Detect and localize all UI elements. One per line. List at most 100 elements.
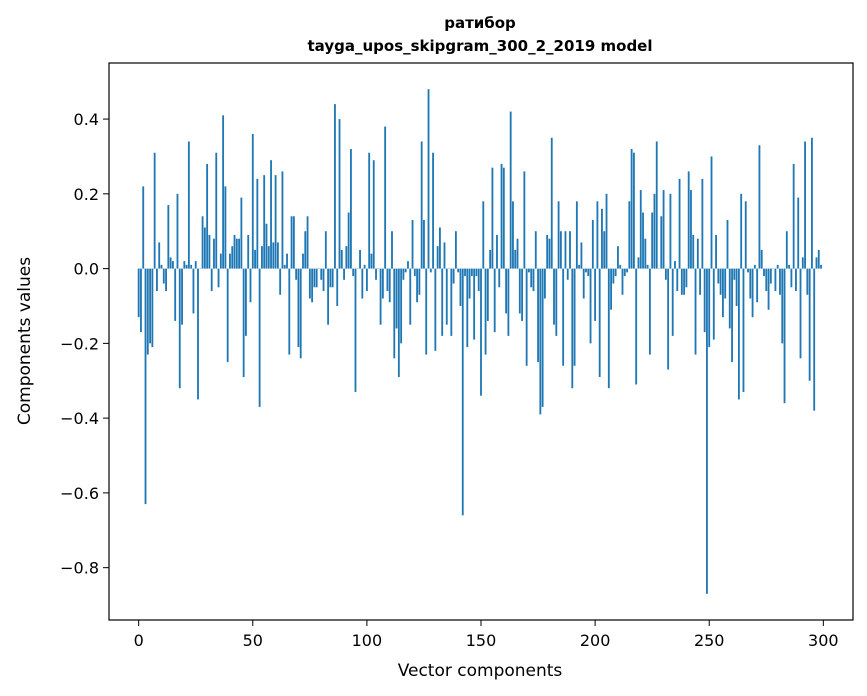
bar-209: [614, 268, 617, 277]
bar-59: [272, 242, 275, 269]
x-axis-ticks: 0 50 100 150 200 250 300: [134, 620, 839, 650]
bar-138: [452, 268, 455, 284]
bar-274: [763, 268, 765, 277]
bar-271: [756, 268, 759, 303]
bar-83: [327, 268, 330, 325]
bar-150: [480, 268, 482, 396]
bar-194: [580, 242, 583, 269]
bar-60: [274, 175, 277, 269]
bar-58: [270, 160, 272, 269]
bar-146: [470, 268, 473, 277]
bar-92: [347, 212, 350, 269]
bar-187: [564, 231, 567, 269]
bar-45: [240, 197, 243, 269]
bar-239: [683, 268, 686, 295]
bar-52: [256, 178, 259, 269]
bar-237: [678, 178, 681, 269]
bar-53: [258, 268, 261, 407]
bar-190: [571, 268, 574, 389]
bar-232: [667, 268, 670, 370]
bar-114: [397, 268, 400, 378]
bar-78: [315, 268, 318, 288]
bar-234: [671, 268, 674, 336]
bar-206: [607, 268, 610, 389]
bar-299: [820, 264, 822, 269]
bar-76: [311, 268, 314, 303]
bar-7: [153, 152, 156, 269]
x-tick-label: 0: [134, 631, 144, 650]
bar-107: [381, 268, 384, 299]
bar-164: [512, 201, 514, 269]
y-tick-label: −0.4: [60, 409, 99, 428]
bar-202: [598, 268, 601, 378]
bar-169: [523, 171, 526, 269]
bar-26: [197, 268, 199, 400]
bar-94: [352, 268, 355, 277]
bar-135: [445, 268, 448, 325]
bar-184: [557, 201, 560, 269]
bar-251: [710, 156, 713, 269]
bar-6: [151, 268, 154, 348]
bar-116: [402, 268, 405, 280]
bar-215: [628, 201, 631, 269]
bar-160: [502, 167, 505, 269]
bar-133: [441, 268, 444, 336]
bar-9: [158, 242, 161, 269]
bar-25: [194, 261, 197, 269]
bar-246: [699, 268, 702, 295]
bar-181: [550, 137, 553, 269]
bar-259: [728, 268, 731, 329]
bar-292: [804, 141, 806, 269]
bar-151: [482, 201, 485, 269]
bar-216: [630, 148, 633, 269]
bar-277: [769, 268, 772, 284]
bar-112: [393, 268, 396, 359]
bar-46: [242, 268, 245, 378]
bar-280: [776, 264, 779, 269]
bar-28: [201, 216, 204, 269]
bar-240: [685, 268, 688, 288]
bar-171: [528, 268, 530, 273]
bar-226: [653, 193, 656, 269]
bar-172: [530, 268, 533, 288]
bar-173: [532, 268, 535, 292]
bar-103: [372, 160, 375, 269]
bar-253: [715, 234, 717, 269]
bar-168: [521, 268, 523, 321]
bar-255: [719, 268, 722, 295]
bar-195: [582, 268, 585, 299]
bar-122: [416, 268, 419, 303]
bar-102: [370, 253, 373, 269]
bar-101: [368, 152, 371, 269]
bar-118: [407, 261, 409, 269]
bar-248: [703, 268, 706, 333]
bar-243: [692, 234, 695, 269]
bar-129: [432, 152, 434, 269]
bar-43: [235, 238, 238, 269]
bar-245: [696, 238, 699, 269]
bar-5: [149, 268, 151, 344]
bar-183: [555, 268, 558, 336]
bar-127: [427, 89, 430, 269]
bar-192: [575, 201, 578, 269]
bar-87: [336, 268, 339, 306]
bar-266: [744, 201, 747, 269]
y-tick-label: −0.8: [60, 559, 99, 578]
bar-230: [662, 190, 665, 269]
bar-23: [190, 264, 193, 269]
bar-98: [361, 268, 364, 299]
bar-258: [726, 220, 729, 269]
bar-289: [797, 197, 800, 269]
bar-84: [329, 268, 332, 288]
bar-207: [610, 268, 612, 310]
bar-95: [354, 268, 357, 392]
bar-204: [603, 231, 606, 269]
chart-subtitle: tayga_upos_skipgram_300_2_2019 model: [308, 37, 653, 55]
x-tick-label: 200: [580, 631, 611, 650]
bar-22: [187, 141, 190, 269]
bar-221: [642, 212, 644, 269]
x-tick-label: 50: [243, 631, 263, 650]
x-tick-label: 100: [352, 631, 383, 650]
bar-229: [660, 216, 663, 269]
